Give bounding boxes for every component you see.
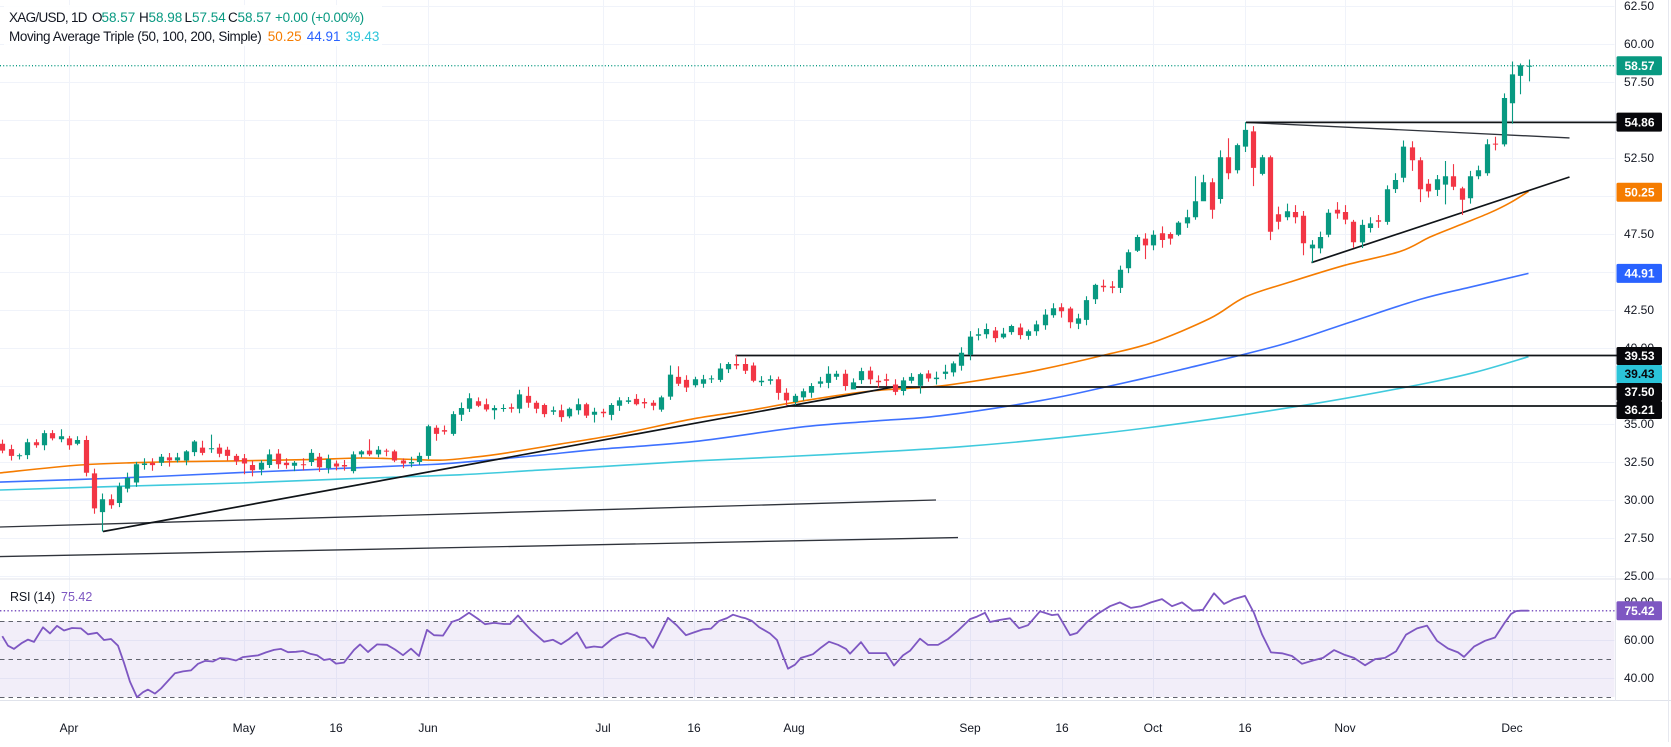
svg-text:May: May bbox=[233, 721, 256, 735]
svg-text:40.00: 40.00 bbox=[1624, 671, 1654, 685]
svg-text:58.57: 58.57 bbox=[238, 10, 272, 25]
svg-text:16: 16 bbox=[1238, 721, 1252, 735]
svg-text:O: O bbox=[92, 10, 103, 25]
svg-text:+0.00 (+0.00%): +0.00 (+0.00%) bbox=[275, 10, 364, 25]
svg-text:RSI (14): RSI (14) bbox=[10, 590, 55, 604]
svg-text:60.00: 60.00 bbox=[1624, 633, 1654, 647]
svg-text:54.86: 54.86 bbox=[1624, 115, 1654, 129]
svg-text:57.50: 57.50 bbox=[1624, 75, 1654, 89]
svg-text:16: 16 bbox=[687, 721, 701, 735]
svg-text:Jun: Jun bbox=[418, 721, 437, 735]
svg-text:XAG/USD, 1D: XAG/USD, 1D bbox=[9, 10, 88, 25]
svg-text:44.91: 44.91 bbox=[307, 29, 341, 44]
svg-text:Nov: Nov bbox=[1334, 721, 1355, 735]
svg-text:60.00: 60.00 bbox=[1624, 37, 1654, 51]
svg-text:27.50: 27.50 bbox=[1624, 531, 1654, 545]
svg-text:44.91: 44.91 bbox=[1624, 267, 1654, 281]
svg-text:25.00: 25.00 bbox=[1624, 569, 1654, 583]
svg-text:H: H bbox=[139, 10, 149, 25]
svg-text:16: 16 bbox=[329, 721, 343, 735]
svg-text:35.00: 35.00 bbox=[1624, 417, 1654, 431]
svg-text:75.42: 75.42 bbox=[61, 590, 92, 604]
svg-text:75.42: 75.42 bbox=[1624, 604, 1654, 618]
svg-text:52.50: 52.50 bbox=[1624, 151, 1654, 165]
svg-text:39.53: 39.53 bbox=[1624, 349, 1654, 363]
svg-text:42.50: 42.50 bbox=[1624, 303, 1654, 317]
svg-text:L: L bbox=[185, 10, 193, 25]
svg-text:39.43: 39.43 bbox=[346, 29, 380, 44]
svg-text:58.98: 58.98 bbox=[149, 10, 183, 25]
svg-text:30.00: 30.00 bbox=[1624, 493, 1654, 507]
svg-text:Aug: Aug bbox=[783, 721, 804, 735]
svg-text:58.57: 58.57 bbox=[1624, 59, 1654, 73]
svg-text:50.25: 50.25 bbox=[268, 29, 302, 44]
svg-text:Oct: Oct bbox=[1144, 721, 1163, 735]
svg-text:16: 16 bbox=[1055, 721, 1069, 735]
svg-text:Sep: Sep bbox=[959, 721, 981, 735]
svg-text:58.57: 58.57 bbox=[102, 10, 136, 25]
svg-text:36.21: 36.21 bbox=[1624, 403, 1654, 417]
svg-text:57.54: 57.54 bbox=[192, 10, 226, 25]
svg-text:32.50: 32.50 bbox=[1624, 455, 1654, 469]
svg-text:39.43: 39.43 bbox=[1624, 367, 1654, 381]
svg-text:Dec: Dec bbox=[1501, 721, 1522, 735]
svg-text:47.50: 47.50 bbox=[1624, 227, 1654, 241]
svg-text:62.50: 62.50 bbox=[1624, 0, 1654, 13]
svg-text:Jul: Jul bbox=[595, 721, 610, 735]
svg-text:C: C bbox=[228, 10, 238, 25]
svg-text:Apr: Apr bbox=[60, 721, 79, 735]
svg-text:37.50: 37.50 bbox=[1624, 385, 1654, 399]
svg-text:Moving Average Triple (50, 100: Moving Average Triple (50, 100, 200, Sim… bbox=[9, 29, 261, 44]
svg-text:50.25: 50.25 bbox=[1624, 185, 1654, 199]
